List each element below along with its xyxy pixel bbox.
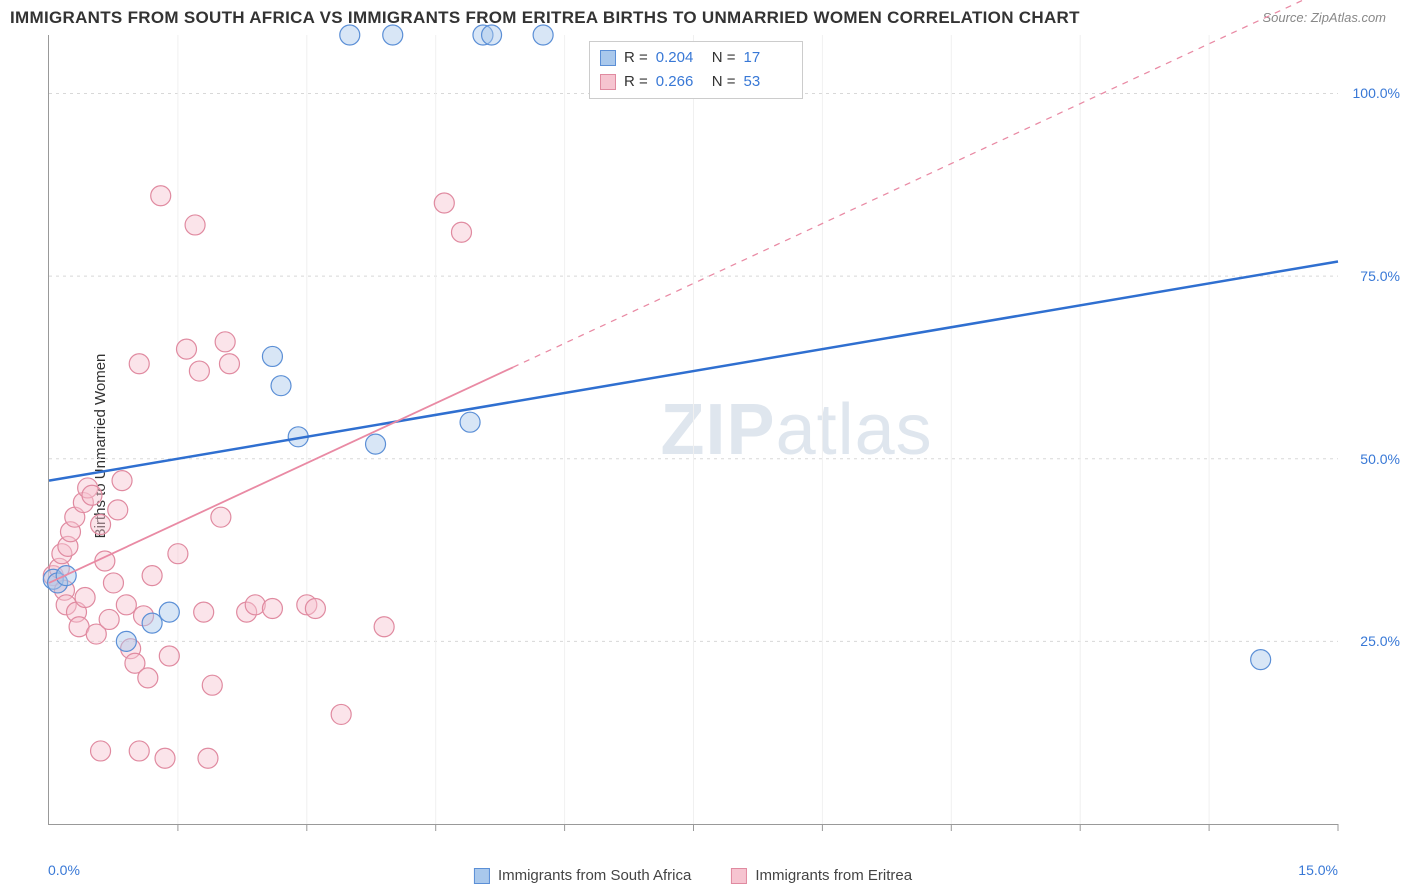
data-point [271, 376, 291, 396]
r-value-er: 0.266 [656, 70, 704, 94]
y-tick-label: 100.0% [1353, 85, 1400, 101]
data-point [112, 471, 132, 491]
r-value-sa: 0.204 [656, 46, 704, 70]
y-tick-label: 50.0% [1360, 451, 1400, 467]
data-point [82, 485, 102, 505]
data-point [129, 354, 149, 374]
data-point [142, 566, 162, 586]
data-point [138, 668, 158, 688]
legend-item-sa: Immigrants from South Africa [474, 867, 691, 884]
data-point [142, 613, 162, 633]
data-point [99, 609, 119, 629]
legend-row-er: R = 0.266 N = 53 [600, 70, 792, 94]
data-point [116, 631, 136, 651]
data-point [211, 507, 231, 527]
y-tick-label: 25.0% [1360, 633, 1400, 649]
legend-row-sa: R = 0.204 N = 17 [600, 46, 792, 70]
x-min-label: 0.0% [48, 862, 80, 878]
x-max-label: 15.0% [1298, 862, 1338, 878]
n-label: N = [712, 46, 736, 70]
plot-svg [49, 35, 1338, 824]
swatch-er-icon [731, 868, 747, 884]
r-label: R = [624, 46, 648, 70]
data-point [168, 544, 188, 564]
data-point [482, 25, 502, 45]
data-point [91, 514, 111, 534]
y-tick-label: 75.0% [1360, 268, 1400, 284]
data-point [219, 354, 239, 374]
data-point [151, 186, 171, 206]
series-legend: Immigrants from South Africa Immigrants … [474, 867, 912, 884]
data-point [340, 25, 360, 45]
data-point [129, 741, 149, 761]
data-point [103, 573, 123, 593]
swatch-sa [600, 50, 616, 66]
data-point [75, 588, 95, 608]
data-point [533, 25, 553, 45]
data-point [374, 617, 394, 637]
data-point [159, 646, 179, 666]
data-point [108, 500, 128, 520]
x-axis-labels: 0.0% Immigrants from South Africa Immigr… [48, 862, 1338, 884]
data-point [366, 434, 386, 454]
data-point [176, 339, 196, 359]
source-label: Source: ZipAtlas.com [1262, 10, 1386, 25]
n-value-sa: 17 [744, 46, 792, 70]
data-point [159, 602, 179, 622]
data-point [451, 222, 471, 242]
data-point [460, 412, 480, 432]
data-point [262, 346, 282, 366]
n-label: N = [712, 70, 736, 94]
legend-item-er: Immigrants from Eritrea [731, 867, 912, 884]
data-point [116, 595, 136, 615]
data-point [198, 748, 218, 768]
plot-area: ZIPatlas R = 0.204 N = 17 R = 0.266 N = … [48, 35, 1338, 825]
swatch-sa-icon [474, 868, 490, 884]
data-point [305, 598, 325, 618]
correlation-legend: R = 0.204 N = 17 R = 0.266 N = 53 [589, 41, 803, 99]
data-point [91, 741, 111, 761]
data-point [155, 748, 175, 768]
series-name-er: Immigrants from Eritrea [755, 867, 912, 884]
series-name-sa: Immigrants from South Africa [498, 867, 691, 884]
data-point [189, 361, 209, 381]
data-point [262, 598, 282, 618]
data-point [185, 215, 205, 235]
swatch-er [600, 74, 616, 90]
data-point [1251, 650, 1271, 670]
data-point [383, 25, 403, 45]
data-point [215, 332, 235, 352]
data-point [202, 675, 222, 695]
data-point [434, 193, 454, 213]
data-point [331, 704, 351, 724]
n-value-er: 53 [744, 70, 792, 94]
r-label: R = [624, 70, 648, 94]
data-point [245, 595, 265, 615]
chart-container: IMMIGRANTS FROM SOUTH AFRICA VS IMMIGRAN… [0, 0, 1406, 892]
data-point [194, 602, 214, 622]
